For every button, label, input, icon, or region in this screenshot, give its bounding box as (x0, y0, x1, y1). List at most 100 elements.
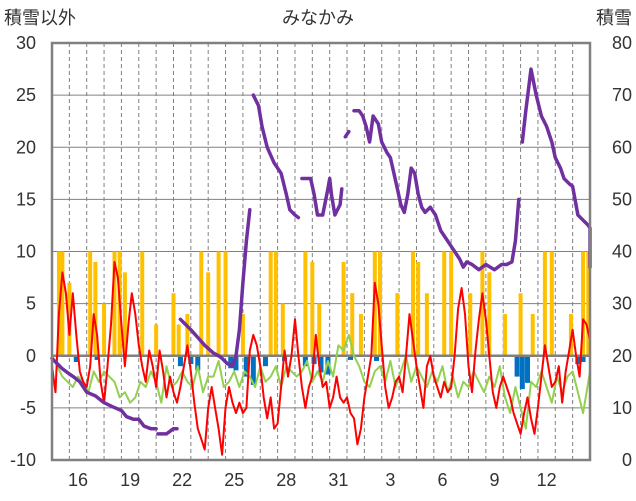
right-axis-tick-label: 10 (612, 398, 632, 418)
temperature-line (51, 260, 591, 456)
left-axis-tick-label: -10 (10, 450, 36, 470)
sunshine-bar (88, 251, 93, 356)
sunshine-bar (549, 251, 554, 356)
plot-frame (50, 41, 592, 462)
temperature-series (51, 260, 591, 456)
left-axis-title: 積雪以外 (4, 8, 76, 28)
right-axis-tick-label: 40 (612, 242, 632, 262)
right-axis-title: 積雪 (596, 8, 632, 28)
precipitation-bar (233, 355, 239, 371)
sunshine-bar (310, 261, 315, 356)
sunshine-bar (442, 251, 447, 356)
x-axis-tick-label: 6 (437, 470, 447, 490)
sunshine-bar (341, 261, 346, 356)
sunshine-bar (60, 251, 65, 356)
sunshine-bar (240, 314, 245, 356)
sunshine-bar (378, 251, 383, 356)
sunshine-bar (93, 261, 98, 356)
sunshine-bar (223, 251, 228, 356)
right-axis-tick-label: 20 (612, 346, 632, 366)
precipitation-bar (243, 355, 249, 377)
sunshine-bar (542, 251, 547, 356)
precipitation-bar (318, 355, 324, 373)
right-axis-tick-label: 80 (612, 33, 632, 53)
precipitation-bar (514, 355, 520, 377)
precipitation-bar (188, 355, 194, 365)
precipitation-bar (94, 355, 100, 360)
left-axis-tick-label: 25 (16, 85, 36, 105)
precipitation-bar (262, 355, 268, 367)
sunshine-bar (112, 251, 117, 356)
precipitation-bar (348, 355, 354, 360)
sunshine-bar (280, 303, 285, 356)
sunshine-bar (424, 293, 429, 356)
x-axis-tick-label: 22 (172, 470, 192, 490)
sunshine-bar (416, 261, 421, 356)
precipitation-bar (195, 355, 201, 371)
x-axis-ticks: 16 19 22 25 28 31 3 6 9 12 (68, 470, 557, 490)
x-axis-tick-label: 3 (385, 470, 395, 490)
left-axis-tick-label: 30 (16, 33, 36, 53)
right-axis-tick-label: 60 (612, 137, 632, 157)
x-axis-tick-label: 9 (490, 470, 500, 490)
x-axis-tick-label: 19 (120, 470, 140, 490)
precipitation-bar (575, 355, 581, 365)
humidity-series (51, 333, 591, 430)
precipitation-bar (374, 355, 380, 361)
sunshine-bar (154, 324, 159, 356)
right-axis-tick-label: 30 (612, 294, 632, 314)
sunshine-bar (206, 272, 211, 356)
plot-border (50, 41, 592, 462)
sunshine-bar (468, 293, 473, 356)
right-axis-ticks: 80 70 60 50 40 30 20 10 0 (612, 33, 632, 470)
sunshine-bars (56, 251, 591, 356)
sunshine-bar (410, 251, 415, 356)
snow-depth-line (50, 67, 592, 436)
sunshine-bar (140, 251, 145, 356)
sunshine-bar (350, 293, 355, 356)
sunshine-bar (480, 251, 485, 356)
x-axis-tick-label: 25 (224, 470, 244, 490)
left-axis-tick-label: 15 (16, 189, 36, 209)
sunshine-bar (185, 314, 190, 356)
sunshine-bar (268, 251, 273, 356)
precipitation-bar (250, 355, 256, 385)
snow-depth-series (50, 67, 592, 436)
sunshine-bar (449, 251, 454, 356)
sunshine-bar (518, 293, 523, 356)
left-axis-tick-label: 5 (26, 294, 36, 314)
left-axis-tick-label: 0 (26, 346, 36, 366)
sunshine-bar (530, 314, 535, 356)
humidity-line (51, 333, 591, 430)
left-axis-ticks: 30 25 20 15 10 5 0 -5 -10 (10, 33, 36, 470)
sunshine-bar (216, 251, 221, 356)
precipitation-bar (325, 355, 331, 375)
precipitation-bar (228, 355, 234, 369)
sunshine-bar (122, 272, 127, 356)
chart-title: みなかみ (282, 8, 354, 28)
sunshine-bar (273, 251, 278, 356)
sunshine-bar (395, 293, 400, 356)
right-axis-tick-label: 70 (612, 85, 632, 105)
sunshine-bar (176, 324, 181, 356)
sunshine-bar (487, 272, 492, 356)
sunshine-bar (358, 314, 363, 356)
left-axis-tick-label: -5 (20, 398, 36, 418)
x-axis-tick-label: 12 (537, 470, 557, 490)
right-axis-tick-label: 0 (622, 450, 632, 470)
sunshine-bar (581, 251, 586, 356)
sunshine-bar (502, 314, 507, 356)
sunshine-bar (171, 293, 176, 356)
precipitation-bar (519, 355, 525, 390)
sunshine-bar (67, 282, 72, 356)
x-axis-tick-label: 31 (328, 470, 348, 490)
sunshine-bar (586, 251, 591, 356)
sunshine-bar (199, 251, 204, 356)
left-axis-tick-label: 10 (16, 242, 36, 262)
x-axis-tick-label: 28 (276, 470, 296, 490)
sunshine-bar (317, 303, 322, 356)
right-axis-tick-label: 50 (612, 189, 632, 209)
precipitation-bar (580, 355, 586, 363)
precipitation-bar (177, 355, 183, 367)
